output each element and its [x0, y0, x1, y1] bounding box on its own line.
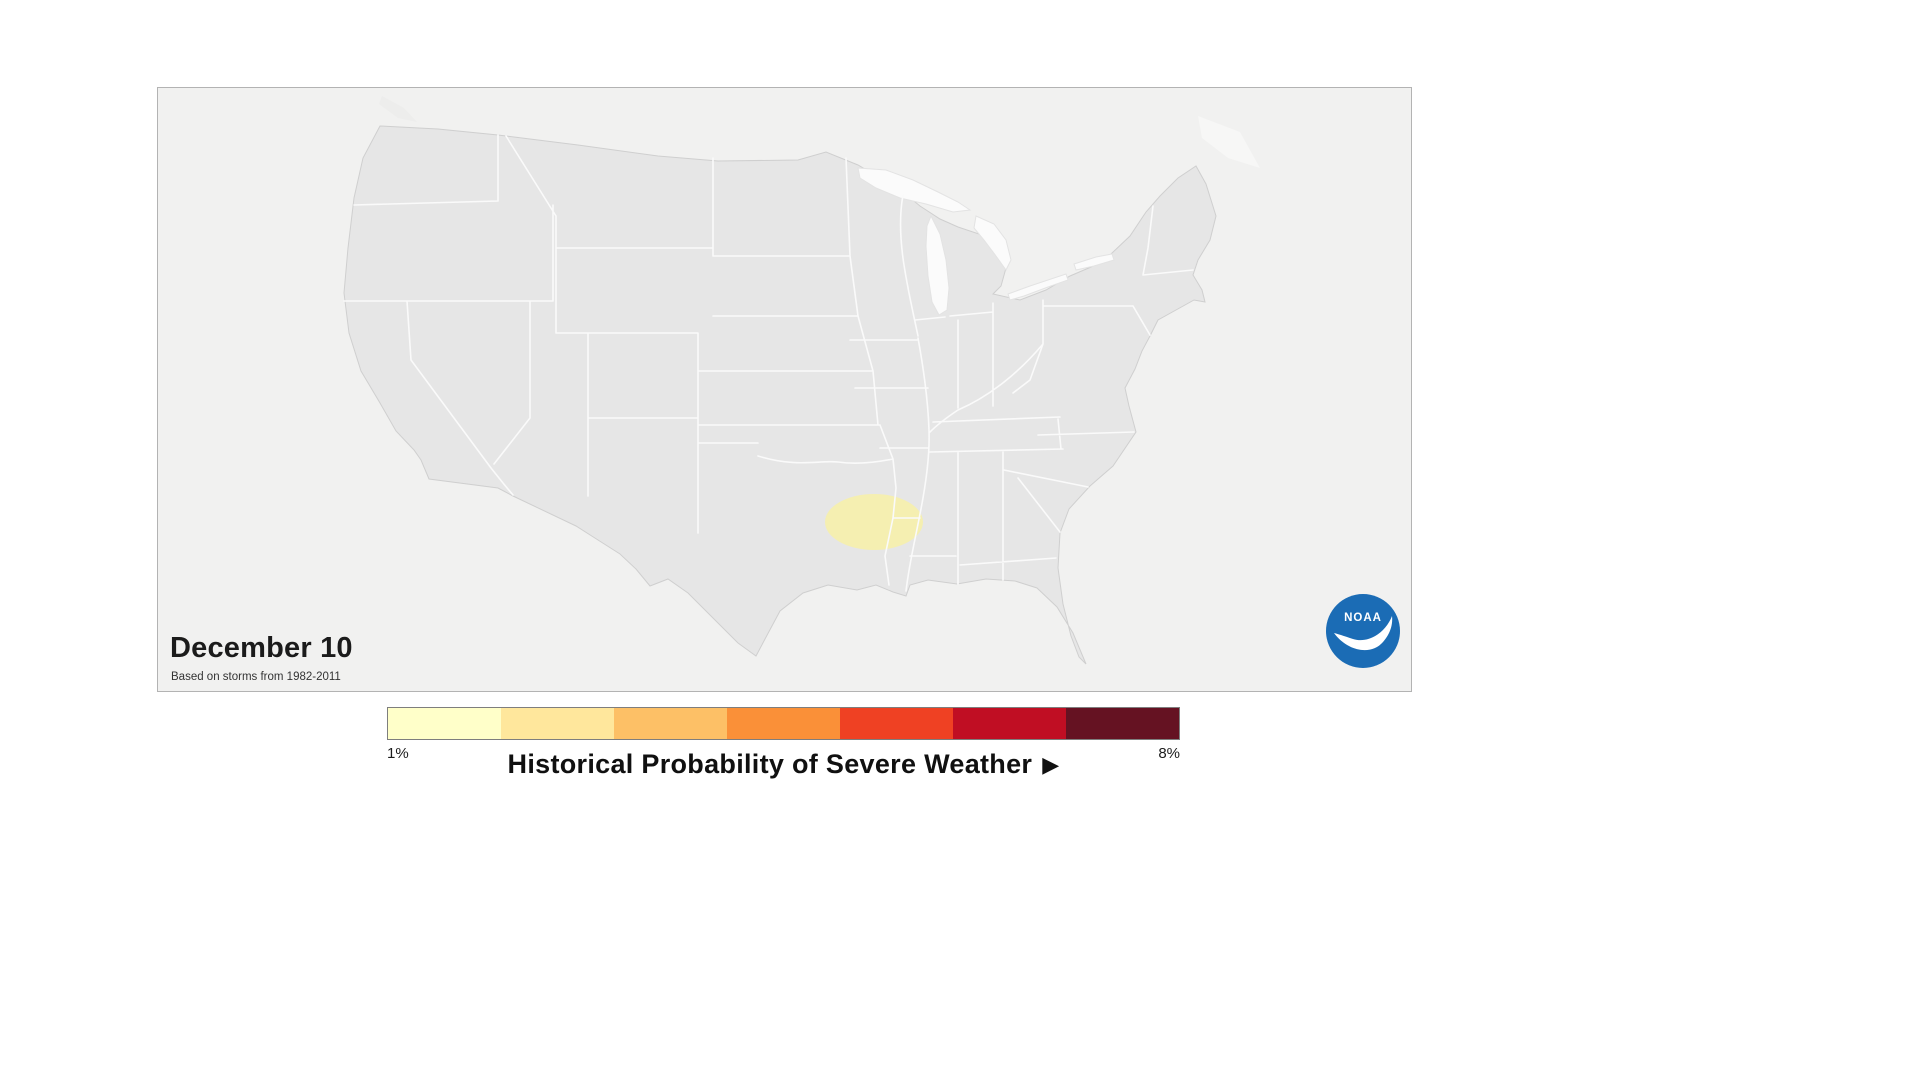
noaa-logo-circle [1326, 594, 1400, 668]
great-lakes [857, 167, 1115, 316]
legend-labels: 1% 8% [387, 745, 1180, 765]
legend-title-text: Historical Probability of Severe Weather [507, 749, 1033, 779]
us-map-svg: NOAA [343, 96, 1400, 668]
map-panel: NOAA December 10 Based on storms from 19… [157, 87, 1412, 692]
colorbar-segment [614, 708, 727, 739]
noaa-logo: NOAA [1326, 594, 1400, 668]
data-source-note: Based on storms from 1982-2011 [171, 671, 341, 683]
legend-max-label: 8% [1158, 745, 1180, 762]
colorbar-segment [727, 708, 840, 739]
noaa-logo-text: NOAA [1344, 612, 1382, 624]
lake-michigan [925, 214, 950, 316]
legend-arrow-icon: ▶ [1042, 752, 1060, 777]
lake-ontario [1073, 253, 1115, 271]
lake-huron [973, 215, 1012, 271]
severe-probability-contour [825, 494, 923, 550]
colorbar-segment [388, 708, 501, 739]
colorbar-segment [501, 708, 614, 739]
us-landmass [343, 125, 1217, 665]
date-label: December 10 [170, 632, 353, 664]
colorbar-segment [953, 708, 1066, 739]
legend-title: Historical Probability of Severe Weather… [387, 749, 1180, 780]
lake-superior [857, 167, 972, 213]
colorbar-segment [1066, 708, 1179, 739]
colorbar [387, 707, 1180, 740]
vancouver-island-shape [379, 96, 417, 122]
lake-erie [1007, 273, 1069, 301]
state-borders [343, 134, 1194, 592]
noaa-gull-icon [1334, 616, 1393, 651]
colorbar-segment [840, 708, 953, 739]
gulf-of-st-lawrence-shape [1198, 116, 1260, 168]
legend-min-label: 1% [387, 745, 409, 762]
